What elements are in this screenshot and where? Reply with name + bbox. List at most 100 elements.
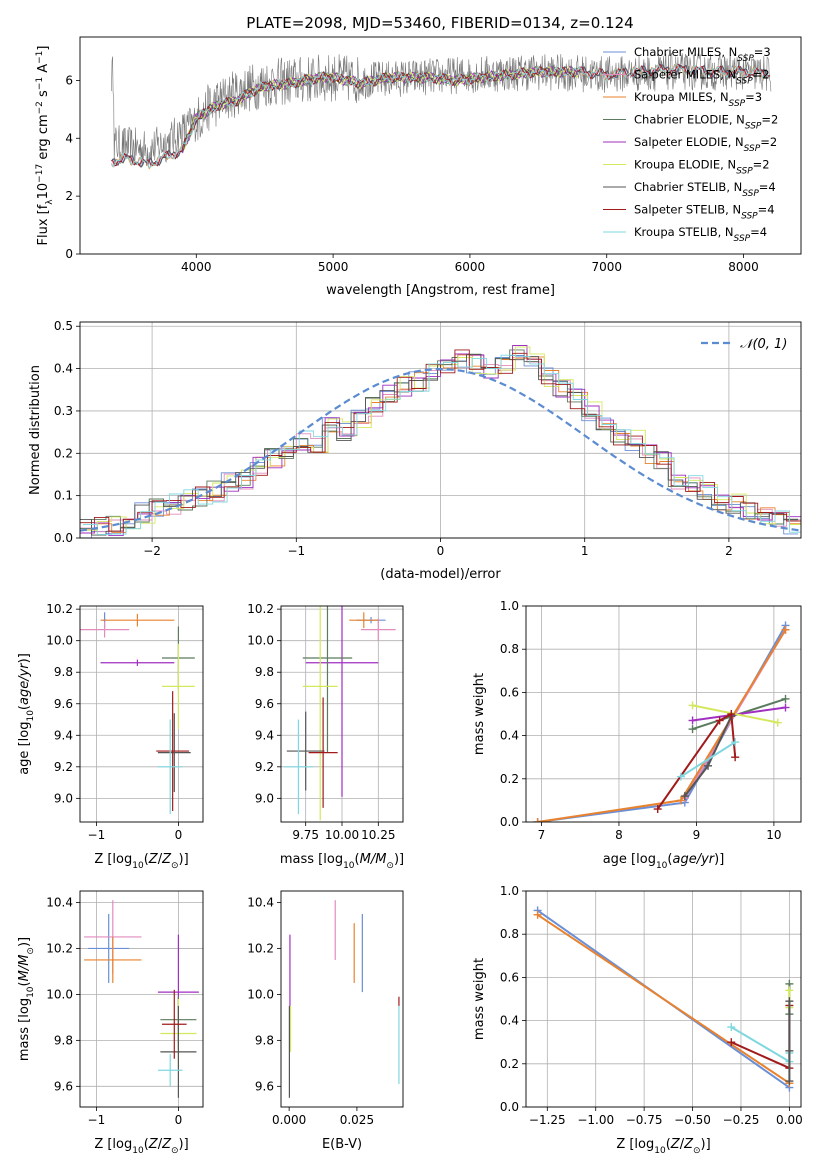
label-part: Z <box>161 1137 172 1152</box>
x-tick-label: −0.75 <box>626 1113 663 1127</box>
label-part: Z <box>161 852 172 867</box>
y-tick-label: 1.0 <box>500 599 519 613</box>
label-part: =4 <box>750 225 767 239</box>
label-part: Salpeter STELIB, N <box>634 203 741 217</box>
y-tick-label: 0.6 <box>500 685 519 699</box>
legend-entry: Kroupa STELIB, NSSP=4 <box>634 225 767 244</box>
y-tick-label: 9.2 <box>54 760 73 774</box>
label-part: =3 <box>754 45 771 59</box>
label-part: =2 <box>761 113 778 127</box>
label-part: 10 <box>656 861 668 871</box>
y-tick-label: 10.0 <box>46 634 73 648</box>
spectrum-axes: 4000 5000 6000 7000 8000 0 2 4 6 wavelength [Angs… <box>35 36 802 298</box>
label-part: mass [log <box>280 852 343 867</box>
y-tick-label: 0.5 <box>54 319 73 333</box>
model-line-kroupa-elodie <box>182 66 579 152</box>
weight-line-kroupa-stelib <box>680 741 736 778</box>
label-part: age/yr <box>672 852 715 867</box>
label-part: 10 <box>132 861 144 871</box>
x-tick-label: 9 <box>693 828 701 842</box>
y-tick-label: 0.8 <box>500 642 519 656</box>
y-tick-label: 0.0 <box>500 815 519 829</box>
label-part: −1 <box>35 51 45 64</box>
y-tick-label: 9.2 <box>255 760 274 774</box>
label-part: / <box>158 1137 163 1152</box>
x-tick-label: 8 <box>615 828 623 842</box>
label-part: Z <box>670 1137 681 1152</box>
axes-frame <box>525 605 802 823</box>
legend-entry: Kroupa ELODIE, NSSP=2 <box>634 158 770 177</box>
x-tick-label: 7 <box>538 828 546 842</box>
label-part: −2 <box>35 101 45 114</box>
label-part: ⊙ <box>693 1146 701 1156</box>
label-part: ( <box>667 852 672 867</box>
label-part: Z [log <box>94 1137 132 1152</box>
label-part: SSP <box>742 189 759 199</box>
y-tick-label: 9.8 <box>54 1033 73 1047</box>
x-tick-label: 10.25 <box>361 828 395 842</box>
x-axis-label: wavelength [Angstrom, rest frame] <box>326 283 555 298</box>
y-tick-label: 0.0 <box>54 531 73 545</box>
label-part: Z <box>148 852 159 867</box>
y-tick-label: 0.4 <box>54 362 73 376</box>
y-tick-label: 9.8 <box>255 1033 274 1047</box>
legend-entry: Salpeter MILES, NSSP=2 <box>634 68 770 87</box>
y-tick-label: 0.0 <box>500 1100 519 1114</box>
y-tick-label: 0.2 <box>54 446 73 460</box>
x-tick-label: 0 <box>175 1113 183 1127</box>
x-tick-label: 9.75 <box>292 828 319 842</box>
label-part: SSP <box>745 122 762 132</box>
label-part: Salpeter MILES, N <box>634 68 736 82</box>
x-tick-label: 5000 <box>318 260 349 274</box>
x-axis-label: Z [log10(Z/Z⊙)] <box>94 1137 188 1156</box>
y-tick-label: 10.0 <box>247 987 274 1001</box>
label-part: Kroupa MILES, N <box>634 90 729 104</box>
errorbars <box>84 900 199 1098</box>
x-tick-label: −1 <box>287 544 305 558</box>
model-line-salpeter-stelib <box>111 63 771 167</box>
y-tick-label: 4 <box>65 131 73 145</box>
label-part: erg cm <box>36 114 51 163</box>
x-tick-label: 0 <box>437 544 445 558</box>
label-part: ] <box>36 46 51 51</box>
label-part: =2 <box>760 135 777 149</box>
y-axis-label: age [log10(age/yr)] <box>17 653 36 775</box>
y-tick-label: 9.8 <box>255 665 274 679</box>
label-part: ( <box>355 852 360 867</box>
y-axis-label: Normed distribution <box>28 365 43 495</box>
y-tick-label: 9.0 <box>255 791 274 805</box>
y-tick-label: 9.0 <box>54 791 73 805</box>
weight-line-kroupa-miles <box>537 913 790 1085</box>
x-axis-label: Z [log10(Z/Z⊙)] <box>94 852 188 871</box>
label-part: SSP <box>734 234 751 244</box>
label-part: ( <box>144 1137 149 1152</box>
label-part: ⊙ <box>171 1146 179 1156</box>
weight-line-salpeter-stelib <box>656 712 737 810</box>
label-part: ⊙ <box>386 861 394 871</box>
label-part: 10 <box>654 1146 666 1156</box>
mass_vs_Z-axes: −1 09.69.810.010.210.4Z [log10(Z/Z⊙)]mass… <box>17 890 204 1156</box>
x-tick-label: −0.25 <box>723 1113 760 1127</box>
y-tick-label: 9.4 <box>255 728 274 742</box>
label-part: )] <box>17 653 32 663</box>
x-tick-label: 0.00 <box>776 1113 803 1127</box>
label-part: age [log <box>603 852 656 867</box>
y-axis-label: mass weight <box>472 673 487 755</box>
y-axis-label-group: Flux [fλ10−17 erg cm−2 s−1 A−1] <box>35 46 55 246</box>
y-tick-label: 10.0 <box>247 634 274 648</box>
label-part: ⊙ <box>171 861 179 871</box>
label-part: A <box>36 64 51 77</box>
label-part: )] <box>179 1137 189 1152</box>
label-part: s <box>36 90 51 101</box>
axes-frame <box>79 605 204 823</box>
label-part: −17 <box>35 164 45 183</box>
x-tick-label: 7000 <box>591 260 622 274</box>
legend-entry: Salpeter ELODIE, NSSP=2 <box>634 135 777 154</box>
y-tick-label: 10.2 <box>46 941 73 955</box>
y-tick-label: 10.4 <box>46 895 73 909</box>
label-part: )] <box>179 852 189 867</box>
label-part: Flux [f <box>36 204 51 245</box>
axes-frame <box>79 890 204 1108</box>
